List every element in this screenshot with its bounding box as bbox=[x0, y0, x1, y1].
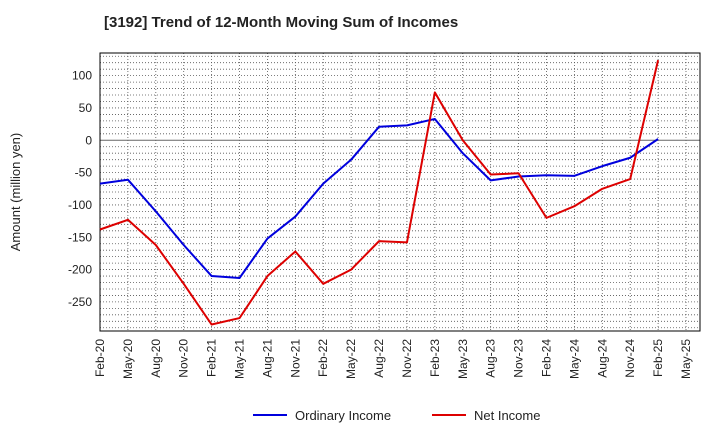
legend-label: Ordinary Income bbox=[295, 408, 391, 423]
x-tick-label: May-23 bbox=[456, 339, 470, 379]
x-tick-label: May-25 bbox=[679, 339, 693, 379]
x-tick-label: Aug-22 bbox=[372, 339, 386, 378]
x-tick-label: Nov-23 bbox=[512, 339, 526, 378]
y-tick-label: -200 bbox=[68, 263, 92, 277]
x-tick-label: Aug-20 bbox=[149, 339, 163, 378]
x-tick-label: May-20 bbox=[121, 339, 135, 379]
x-tick-label: Feb-20 bbox=[93, 339, 107, 377]
y-tick-label: -50 bbox=[75, 166, 93, 180]
x-tick-label: Aug-24 bbox=[595, 339, 609, 378]
y-tick-label: 100 bbox=[72, 69, 92, 83]
x-tick-label: Feb-21 bbox=[205, 339, 219, 377]
x-tick-label: May-21 bbox=[233, 339, 247, 379]
x-tick-label: Feb-22 bbox=[316, 339, 330, 377]
grid-lines bbox=[99, 53, 700, 331]
x-tick-label: Nov-22 bbox=[400, 339, 414, 378]
y-tick-label: -150 bbox=[68, 230, 92, 244]
y-tick-label: 0 bbox=[85, 133, 92, 147]
plot-frame bbox=[99, 52, 701, 332]
x-tick-label: Feb-23 bbox=[428, 339, 442, 377]
x-tick-label: Feb-25 bbox=[651, 339, 665, 377]
x-tick-label: Aug-21 bbox=[260, 339, 274, 378]
series-line-net-income bbox=[99, 59, 660, 326]
x-tick-label: May-22 bbox=[344, 339, 358, 379]
x-tick-label: May-24 bbox=[567, 339, 581, 379]
chart-title: [3192] Trend of 12-Month Moving Sum of I… bbox=[104, 14, 459, 31]
y-tick-label: -250 bbox=[68, 295, 92, 309]
x-tick-label: Nov-21 bbox=[288, 339, 302, 378]
series-line-ordinary-income bbox=[99, 117, 659, 279]
series-lines bbox=[99, 59, 660, 326]
y-tick-labels: 100 50 0 -50 -100 -150 -200 -250 bbox=[68, 69, 92, 309]
y-axis-title: Amount (million yen) bbox=[8, 133, 23, 252]
x-tick-label: Nov-20 bbox=[177, 339, 191, 378]
y-tick-label: 50 bbox=[79, 101, 93, 115]
x-tick-label: Feb-24 bbox=[539, 339, 553, 377]
x-tick-labels: Feb-20 May-20 Aug-20 Nov-20 Feb-21 May-21 Aug-… bbox=[93, 339, 693, 379]
x-tick-label: Aug-23 bbox=[484, 339, 498, 378]
legend: Ordinary Income Net Income bbox=[253, 408, 540, 423]
x-tick-label: Nov-24 bbox=[623, 339, 637, 378]
y-tick-label: -100 bbox=[68, 198, 92, 212]
legend-label: Net Income bbox=[474, 408, 540, 423]
